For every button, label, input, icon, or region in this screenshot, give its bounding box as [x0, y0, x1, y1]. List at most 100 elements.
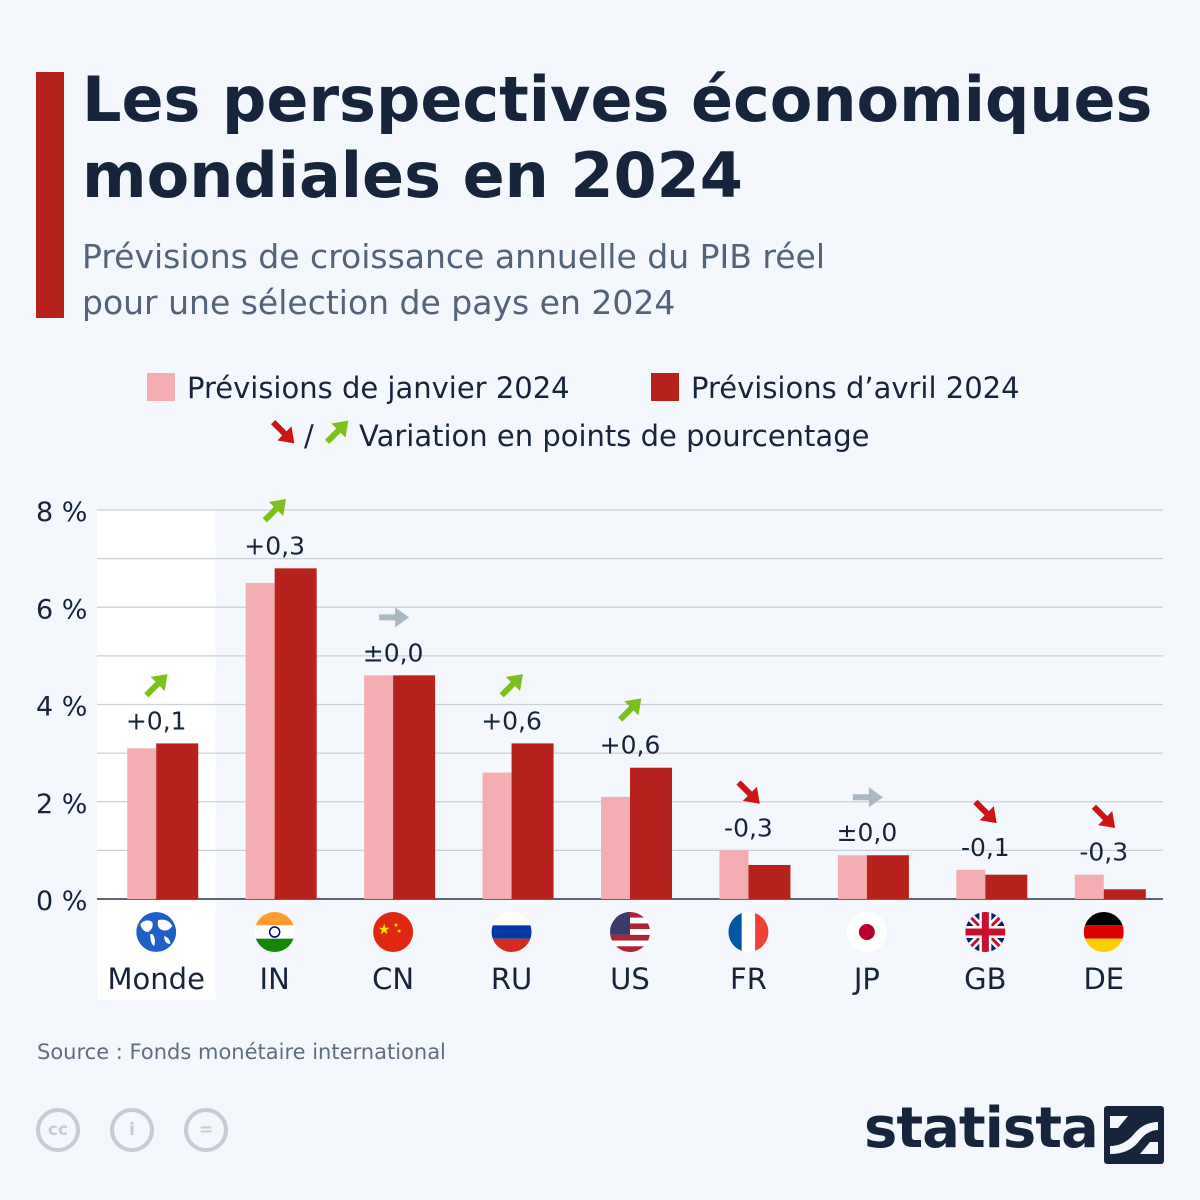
bar-apr-gb [985, 874, 1028, 899]
russia-flag-icon [491, 912, 532, 952]
flag-part [610, 912, 630, 935]
flag-part [1083, 938, 1124, 952]
germany-flag-icon [1083, 912, 1124, 952]
up-arrow-icon [499, 674, 523, 698]
down-arrow-icon [736, 780, 760, 804]
flag-body [1083, 912, 1124, 952]
category-label: JP [852, 962, 880, 996]
y-tick-label: 4 % [36, 692, 87, 723]
flag-body [610, 912, 650, 952]
y-tick-label: 6 % [36, 594, 87, 625]
flag-part [164, 936, 171, 944]
change-label: -0,3 [1079, 838, 1128, 867]
category-label: FR [730, 962, 767, 996]
bar-apr-in [274, 568, 317, 899]
legend-label-apr: Prévisions d’avril 2024 [691, 371, 1020, 405]
bar-chart: 0 % 2 % 4 % 6 % 8 % Prévisions de janvier 202… [36, 371, 1163, 1000]
bar-jan-fr [719, 850, 749, 899]
category-label: Monde [108, 962, 205, 996]
down-arrow-icon [973, 799, 997, 824]
statista-logo: statista [864, 1096, 1099, 1161]
y-tick-label: 8 % [36, 497, 87, 528]
japan-flag-icon [846, 912, 887, 952]
flag-part [1083, 925, 1124, 939]
chart-subtitle: Prévisions de croissance annuelle du PIB… [82, 237, 825, 322]
bars [127, 568, 1146, 899]
bar-apr-ru [511, 743, 554, 899]
bar-jan-in [245, 582, 275, 899]
arrow-head [1098, 811, 1116, 829]
bar-apr-fr [748, 864, 791, 899]
change-label: +0,1 [126, 706, 187, 735]
flag-part [491, 925, 532, 939]
change-label: -0,3 [724, 813, 773, 842]
change-label: +0,6 [481, 706, 542, 735]
flag-part [610, 946, 650, 952]
y-axis-ticks: 0 % 2 % 4 % 6 % 8 % [36, 497, 87, 917]
flag-part: ★ [378, 922, 391, 938]
category-label: RU [491, 962, 532, 996]
flat-arrow-icon [379, 607, 410, 628]
category-label: DE [1083, 962, 1124, 996]
legend-separator: / [304, 419, 314, 453]
globe-icon [136, 912, 177, 952]
category-label: IN [260, 962, 290, 996]
bar-jan-ru [482, 772, 512, 899]
legend-label-jan: Prévisions de janvier 2024 [187, 371, 570, 405]
arrow-head [742, 786, 760, 804]
bar-jan-monde [127, 748, 157, 899]
flag-part [140, 920, 153, 932]
change-label: -0,1 [961, 833, 1010, 862]
category-label: CN [372, 962, 414, 996]
flag-part [491, 912, 532, 926]
arrow-head [331, 420, 349, 438]
down-arrow-icon [1091, 804, 1116, 829]
bar-apr-jp [866, 855, 909, 899]
flag-body [965, 912, 1006, 952]
legend-swatch-apr [651, 373, 679, 401]
bar-apr-us [630, 767, 672, 899]
flag-part [610, 934, 650, 941]
x-axis-categories: Monde IN★ ★★CN RU US FR JP GB DE [108, 912, 1124, 996]
bar-jan-de [1074, 874, 1104, 899]
flag-part [491, 938, 532, 952]
usa-flag-icon [610, 912, 650, 952]
flag-body [728, 912, 769, 952]
y-tick-label: 0 % [36, 886, 87, 917]
flag-part [728, 912, 742, 952]
flag-body [136, 912, 177, 952]
flag-part [373, 912, 414, 952]
india-flag-icon [254, 912, 295, 952]
arrow-head [505, 674, 523, 692]
arrow-head [868, 787, 883, 808]
bar-apr-monde [156, 743, 199, 899]
chart-title: Les perspectives économiques mondiales e… [82, 63, 1153, 212]
bar-jan-jp [837, 855, 867, 899]
flag-part [1083, 912, 1124, 926]
flag-body [846, 912, 887, 952]
bar-apr-de [1103, 889, 1146, 899]
france-flag-icon [728, 912, 769, 952]
flag-part [741, 912, 756, 952]
china-flag-icon: ★ ★★ [373, 912, 414, 952]
statista-logo-icon [1104, 1106, 1164, 1164]
flag-part [150, 934, 155, 946]
flag-part [755, 912, 769, 952]
up-arrow-icon [262, 499, 286, 523]
flag-part [157, 919, 173, 931]
legend: Prévisions de janvier 2024 Prévisions d’a… [147, 371, 1020, 453]
legend-down-arrow-icon [270, 419, 295, 444]
attribution-icon: i [110, 1108, 154, 1152]
flag-body [491, 912, 532, 952]
arrow-head [277, 426, 295, 444]
flag-part [254, 938, 295, 952]
flag-part: ★ [393, 922, 398, 929]
legend-swatch-jan [147, 373, 175, 401]
flag-part [610, 940, 650, 947]
creative-commons-icon: cc [36, 1108, 80, 1152]
legend-up-arrow-icon [324, 420, 349, 445]
category-label: US [610, 962, 650, 996]
uk-flag-icon [965, 912, 1006, 952]
arrow-head [395, 607, 410, 628]
change-label: ±0,0 [363, 638, 424, 667]
